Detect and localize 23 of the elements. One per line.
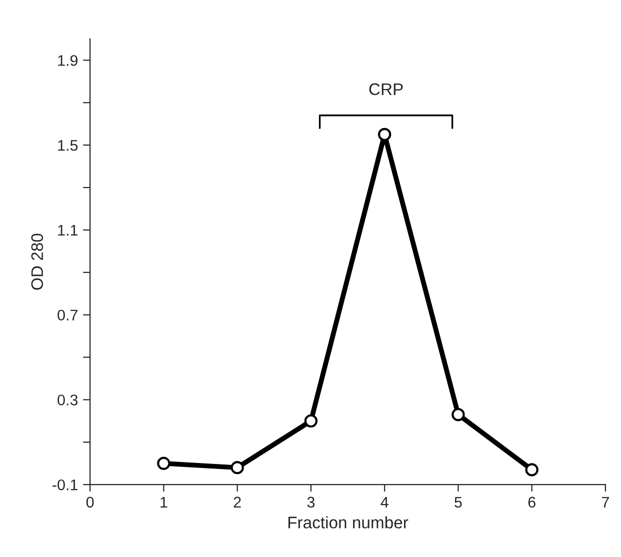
- point: [452, 408, 465, 422]
- point: [378, 128, 392, 142]
- y-tick-label: 0.3: [58, 394, 78, 406]
- point: [304, 414, 318, 428]
- y-tick-label: 1.1: [58, 224, 78, 236]
- x-tick-label: 6: [528, 496, 536, 508]
- x-tick-label: 0: [86, 496, 94, 508]
- point: [157, 456, 170, 470]
- y-tick-label: 0.7: [58, 310, 78, 321]
- y-axis-title: OD 280: [31, 234, 44, 290]
- y-tick-label: 1.9: [58, 55, 78, 66]
- x-axis-title: Fraction number: [288, 516, 408, 528]
- x-tick-label: 2: [234, 496, 241, 508]
- y-tick-label: -0.1: [52, 479, 78, 490]
- x-tick-label: 7: [602, 496, 609, 508]
- x-tick-label: 3: [307, 496, 315, 508]
- point: [525, 463, 538, 476]
- x-tick-label: 1: [160, 496, 168, 508]
- y-tick-label: 1.5: [58, 140, 78, 151]
- annotation: CRP: [369, 83, 403, 96]
- point: [230, 461, 244, 474]
- x-tick-label: 4: [380, 496, 388, 508]
- x-tick-label: 5: [454, 496, 462, 508]
